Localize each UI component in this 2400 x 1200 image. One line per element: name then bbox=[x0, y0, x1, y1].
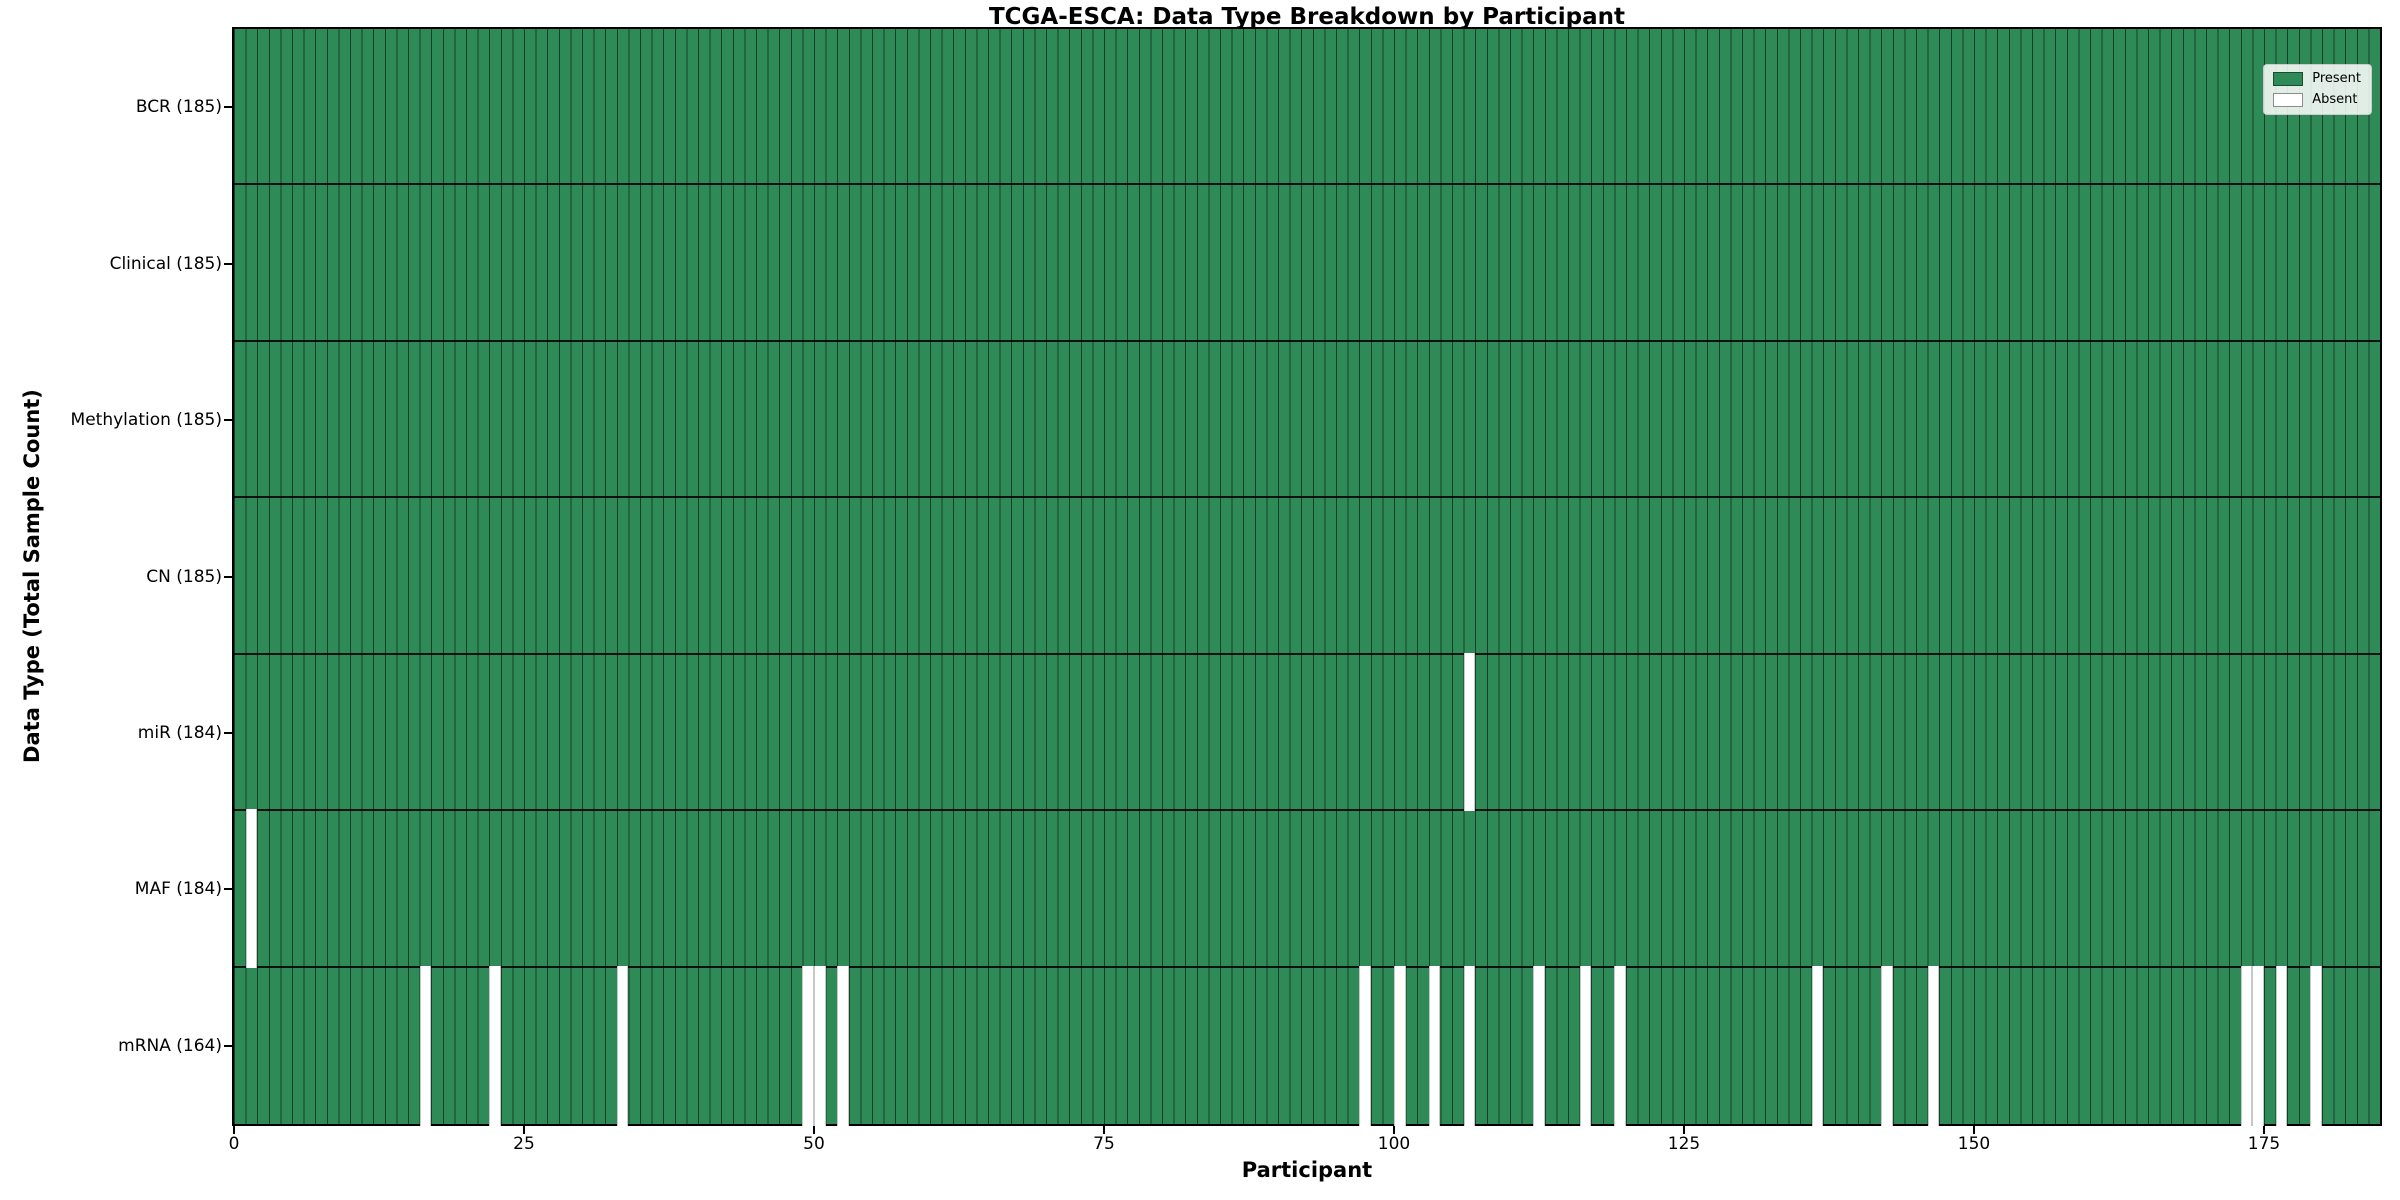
heatmap-row-miR bbox=[234, 652, 2380, 812]
chart-title: TCGA-ESCA: Data Type Breakdown by Partic… bbox=[988, 4, 1626, 30]
absent-cell bbox=[2240, 965, 2253, 1126]
x-tick-mark bbox=[813, 1126, 815, 1134]
y-tick-mark bbox=[224, 262, 232, 265]
y-tick-mark bbox=[224, 1044, 232, 1047]
absent-cell bbox=[1428, 965, 1441, 1126]
y-tick-label: BCR (185) bbox=[135, 97, 222, 118]
x-tick-mark bbox=[523, 1126, 525, 1134]
absent-cell bbox=[2310, 965, 2322, 1126]
x-tick-label: 75 bbox=[1093, 1134, 1115, 1154]
absent-cell bbox=[2252, 965, 2264, 1126]
y-tick-label: MAF (184) bbox=[134, 879, 222, 900]
y-tick-label: CN (185) bbox=[146, 566, 222, 587]
x-tick-mark bbox=[1683, 1126, 1685, 1134]
absent-cell bbox=[1359, 965, 1371, 1126]
absent-cell bbox=[1463, 652, 1476, 812]
absent-cell bbox=[2275, 965, 2288, 1126]
y-tick-label: Clinical (185) bbox=[109, 253, 222, 274]
x-tick-mark bbox=[1393, 1126, 1395, 1134]
legend: Present Absent bbox=[2263, 64, 2372, 115]
legend-item: Present bbox=[2273, 72, 2361, 86]
x-axis-label: Participant bbox=[1241, 1158, 1373, 1182]
x-tick-label: 0 bbox=[228, 1134, 240, 1154]
absent-cell bbox=[1579, 965, 1592, 1126]
plot-area: Present Absent bbox=[232, 27, 2382, 1126]
legend-swatch-present bbox=[2273, 72, 2304, 86]
absent-cell bbox=[802, 965, 814, 1126]
x-tick-mark bbox=[233, 1126, 235, 1134]
y-tick-mark bbox=[224, 888, 232, 891]
legend-item: Absent bbox=[2273, 93, 2361, 107]
absent-cell bbox=[616, 965, 629, 1126]
legend-label: Absent bbox=[2312, 92, 2358, 107]
absent-cell bbox=[245, 809, 258, 968]
x-tick-label: 100 bbox=[1377, 1134, 1411, 1154]
absent-cell bbox=[1811, 965, 1824, 1126]
x-tick-label: 150 bbox=[1957, 1134, 1991, 1154]
legend-swatch-absent bbox=[2273, 93, 2304, 107]
heatmap-row-mRNA bbox=[234, 965, 2380, 1126]
heatmap-row-Clinical bbox=[234, 185, 2380, 342]
absent-cell bbox=[1927, 965, 1940, 1126]
heatmap-rows bbox=[234, 29, 2380, 1126]
absent-cell bbox=[489, 965, 501, 1126]
y-tick-mark bbox=[224, 106, 232, 109]
absent-cell bbox=[1881, 965, 1893, 1126]
y-tick-mark bbox=[224, 575, 232, 578]
heatmap-row-MAF bbox=[234, 809, 2380, 968]
x-tick-label: 25 bbox=[513, 1134, 535, 1154]
heatmap-row-BCR bbox=[234, 29, 2380, 186]
x-tick-mark bbox=[2263, 1126, 2265, 1134]
absent-cell bbox=[1394, 965, 1406, 1126]
x-tick-label: 175 bbox=[2247, 1134, 2281, 1154]
x-tick-mark bbox=[1103, 1126, 1105, 1134]
y-tick-label: mRNA (164) bbox=[118, 1035, 222, 1056]
absent-cell bbox=[814, 965, 826, 1126]
absent-cell bbox=[1533, 965, 1545, 1126]
x-tick-mark bbox=[1973, 1126, 1975, 1134]
absent-cell bbox=[1463, 965, 1476, 1126]
absent-cell bbox=[837, 965, 849, 1126]
absent-cell bbox=[1614, 965, 1626, 1126]
heatmap-row-Methylation bbox=[234, 341, 2380, 499]
y-tick-mark bbox=[224, 419, 232, 422]
y-tick-label: miR (184) bbox=[137, 722, 222, 743]
x-tick-label: 50 bbox=[803, 1134, 825, 1154]
x-tick-label: 125 bbox=[1667, 1134, 1701, 1154]
legend-label: Present bbox=[2312, 71, 2361, 86]
y-tick-label: Methylation (185) bbox=[70, 410, 222, 431]
heatmap-row-CN bbox=[234, 498, 2380, 655]
absent-cell bbox=[419, 965, 432, 1126]
y-tick-mark bbox=[224, 731, 232, 734]
